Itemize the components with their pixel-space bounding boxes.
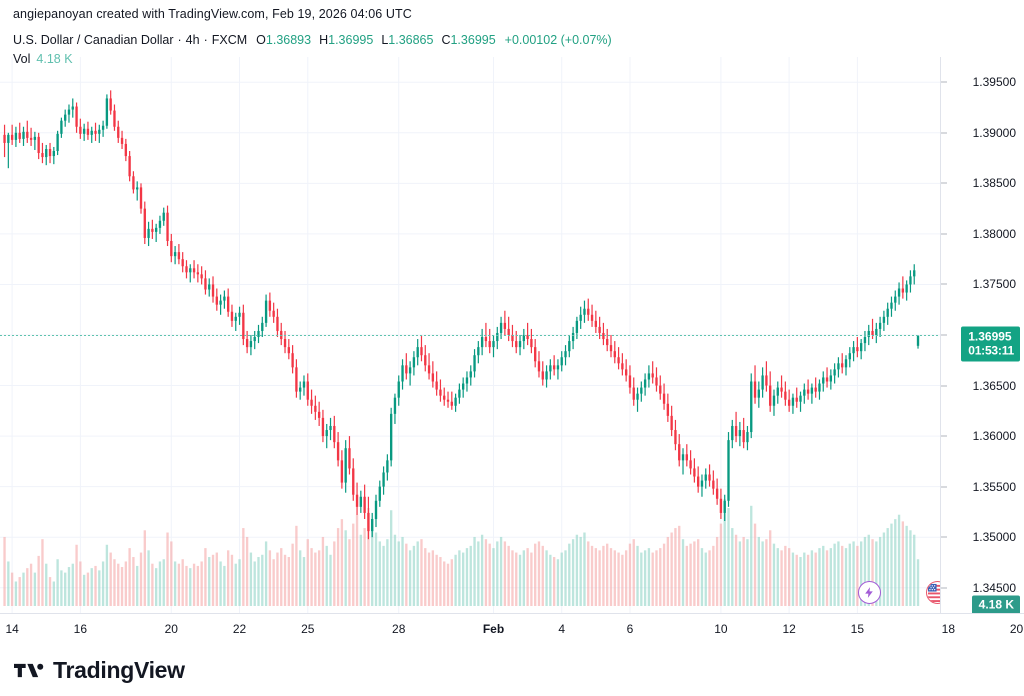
- time-tick-label: 20: [1009, 622, 1024, 636]
- legend-volume-label: Vol: [13, 52, 31, 66]
- tradingview-mark-icon: [14, 663, 44, 678]
- legend-low-label: L: [381, 33, 389, 47]
- price-tick-label: 1.36000: [972, 429, 1016, 444]
- time-tick-label: 28: [392, 622, 406, 636]
- price-tick-label: 1.37500: [972, 277, 1016, 292]
- chart-frame: 1.395001.390001.385001.380001.375001.370…: [0, 57, 1024, 615]
- legend-close-value: 1.36995: [450, 33, 496, 47]
- time-tick-label: 10: [714, 622, 728, 636]
- legend-volume-value: 4.18 K: [36, 52, 73, 66]
- price-tick-label: 1.34500: [972, 580, 1016, 595]
- price-tick-dash: [941, 536, 947, 538]
- legend-open: O1.36893: [256, 32, 311, 49]
- legend-volume-row: Vol 4.18 K: [13, 51, 612, 68]
- attribution-text: angiepanoyan created with TradingView.co…: [13, 7, 412, 21]
- price-tick-dash: [941, 435, 947, 437]
- price-tick-dash: [941, 486, 947, 488]
- price-tick-label: 1.38000: [972, 226, 1016, 241]
- legend-exchange[interactable]: FXCM: [211, 33, 248, 47]
- price-axis[interactable]: 1.395001.390001.385001.380001.375001.370…: [940, 57, 1024, 615]
- legend-high-value: 1.36995: [328, 33, 374, 47]
- price-tick-dash: [941, 233, 947, 235]
- time-tick-label: 14: [5, 622, 19, 636]
- price-tick-label: 1.39000: [972, 125, 1016, 140]
- price-tick-label: 1.39500: [972, 75, 1016, 90]
- tradingview-logo[interactable]: TradingView: [14, 657, 185, 684]
- legend-main-row: U.S. Dollar / Canadian Dollar · 4h · FXC…: [13, 32, 612, 49]
- price-tick-dash: [941, 283, 947, 285]
- legend-open-label: O: [256, 33, 266, 47]
- price-tick-label: 1.35500: [972, 479, 1016, 494]
- legend-low: L1.36865: [381, 32, 433, 49]
- legend-high: H1.36995: [319, 32, 373, 49]
- tradingview-wordmark: TradingView: [53, 657, 185, 683]
- legend-low-value: 1.36865: [388, 33, 434, 47]
- price-tick-dash: [941, 81, 947, 83]
- chart-svg: [0, 57, 940, 613]
- legend-separator-2: ·: [203, 33, 208, 47]
- price-tick-dash: [941, 182, 947, 184]
- price-tick-dash: [941, 587, 947, 589]
- time-tick-label: 16: [73, 622, 88, 636]
- legend-interval[interactable]: 4h: [185, 33, 200, 47]
- price-tick-dash: [941, 334, 947, 336]
- legend-open-value: 1.36893: [265, 33, 312, 47]
- time-tick-label: 18: [941, 622, 956, 636]
- legend-ohlc-group: O1.36893 H1.36995 L1.36865 C1.36995: [256, 32, 496, 49]
- time-tick-label: 22: [232, 622, 247, 636]
- time-axis[interactable]: 14 16 20 22 25 28 Feb 4 6 10 12 15 18 20: [0, 613, 1024, 646]
- time-tick-label: 6: [626, 622, 634, 636]
- price-tick-label: 1.35000: [972, 530, 1016, 545]
- time-tick-label: 20: [164, 622, 178, 636]
- volume-bars: [3, 499, 920, 606]
- legend-change: +0.00102 (+0.07%): [504, 33, 612, 47]
- chart-legend: U.S. Dollar / Canadian Dollar · 4h · FXC…: [13, 32, 612, 68]
- time-tick-label: 12: [782, 622, 796, 636]
- legend-symbol[interactable]: U.S. Dollar / Canadian Dollar: [13, 33, 174, 47]
- legend-close-label: C: [441, 33, 451, 47]
- current-price-badge[interactable]: 1.36995 01:53:11: [961, 326, 1020, 361]
- time-tick-label: 15: [850, 622, 865, 636]
- time-tick-label: 25: [301, 622, 315, 636]
- time-tick-label: 4: [558, 622, 566, 636]
- price-tick-dash: [941, 132, 947, 134]
- legend-close: C1.36995: [441, 32, 495, 49]
- candlestick-plot-area[interactable]: [0, 57, 940, 613]
- price-tick-dash: [941, 385, 947, 387]
- price-tick-label: 1.38500: [972, 176, 1016, 191]
- candles: [3, 90, 920, 540]
- volume-badge[interactable]: 4.18 K: [971, 595, 1020, 615]
- legend-high-label: H: [319, 33, 329, 47]
- current-price-value: 1.36995: [968, 329, 1012, 343]
- footer: TradingView: [0, 646, 1024, 696]
- legend-separator-1: ·: [177, 33, 182, 47]
- price-tick-label: 1.36500: [972, 378, 1016, 393]
- bar-countdown: 01:53:11: [968, 343, 1014, 357]
- time-tick-label: Feb: [482, 622, 505, 636]
